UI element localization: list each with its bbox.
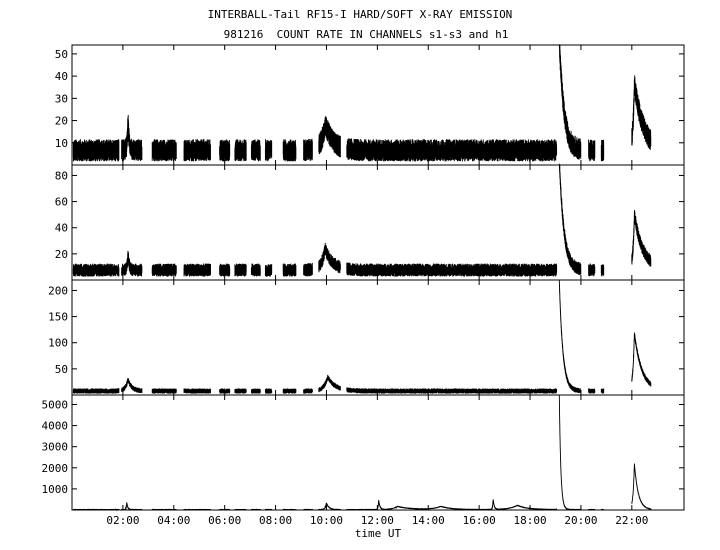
y-tick-label-s2: 80 <box>55 169 68 182</box>
y-tick-label-s3: 200 <box>48 284 68 297</box>
x-tick-label: 16:00 <box>463 514 496 527</box>
y-tick-label-s2: 20 <box>55 248 68 261</box>
chart-subtitle: 981216 COUNT RATE IN CHANNELS s1-s3 and … <box>223 28 509 41</box>
panel-frame-s2 <box>71 164 685 281</box>
x-tick-label: 02:00 <box>106 514 139 527</box>
x-tick-label: 20:00 <box>564 514 597 527</box>
y-tick-label-s1: 40 <box>55 70 68 83</box>
y-tick-label-h1: 3000 <box>42 441 69 454</box>
y-tick-label-h1: 1000 <box>42 483 69 496</box>
series-line-s1 <box>72 44 652 162</box>
y-tick-label-h1: 5000 <box>42 398 69 411</box>
series-line-s2 <box>72 163 652 277</box>
x-tick-label: 08:00 <box>259 514 292 527</box>
x-tick-label: 18:00 <box>513 514 546 527</box>
y-tick-label-s1: 10 <box>55 137 68 150</box>
y-tick-label-s1: 30 <box>55 92 68 105</box>
y-tick-label-s3: 100 <box>48 337 68 350</box>
y-tick-label-h1: 2000 <box>42 462 69 475</box>
y-tick-label-s2: 40 <box>55 222 68 235</box>
x-tick-label: 04:00 <box>157 514 190 527</box>
y-tick-label-h1: 4000 <box>42 420 69 433</box>
series-line-h1 <box>72 394 652 512</box>
y-tick-label-s2: 60 <box>55 196 68 209</box>
x-tick-label: 22:00 <box>615 514 648 527</box>
series-line-s3 <box>72 279 652 394</box>
x-axis-label: time UT <box>355 527 402 540</box>
chart-title: INTERBALL-Tail RF15-I HARD/SOFT X-RAY EM… <box>207 8 513 21</box>
panel-frame-h1 <box>71 394 685 511</box>
y-tick-label-s1: 20 <box>55 115 68 128</box>
x-tick-label: 12:00 <box>361 514 394 527</box>
x-tick-label: 06:00 <box>208 514 241 527</box>
x-tick-label: 10:00 <box>310 514 343 527</box>
x-tick-label: 14:00 <box>412 514 445 527</box>
y-tick-label-s3: 150 <box>48 311 68 324</box>
y-tick-label-s1: 50 <box>55 48 68 61</box>
panel-frame-s3 <box>71 279 685 396</box>
y-tick-label-s3: 50 <box>55 363 68 376</box>
